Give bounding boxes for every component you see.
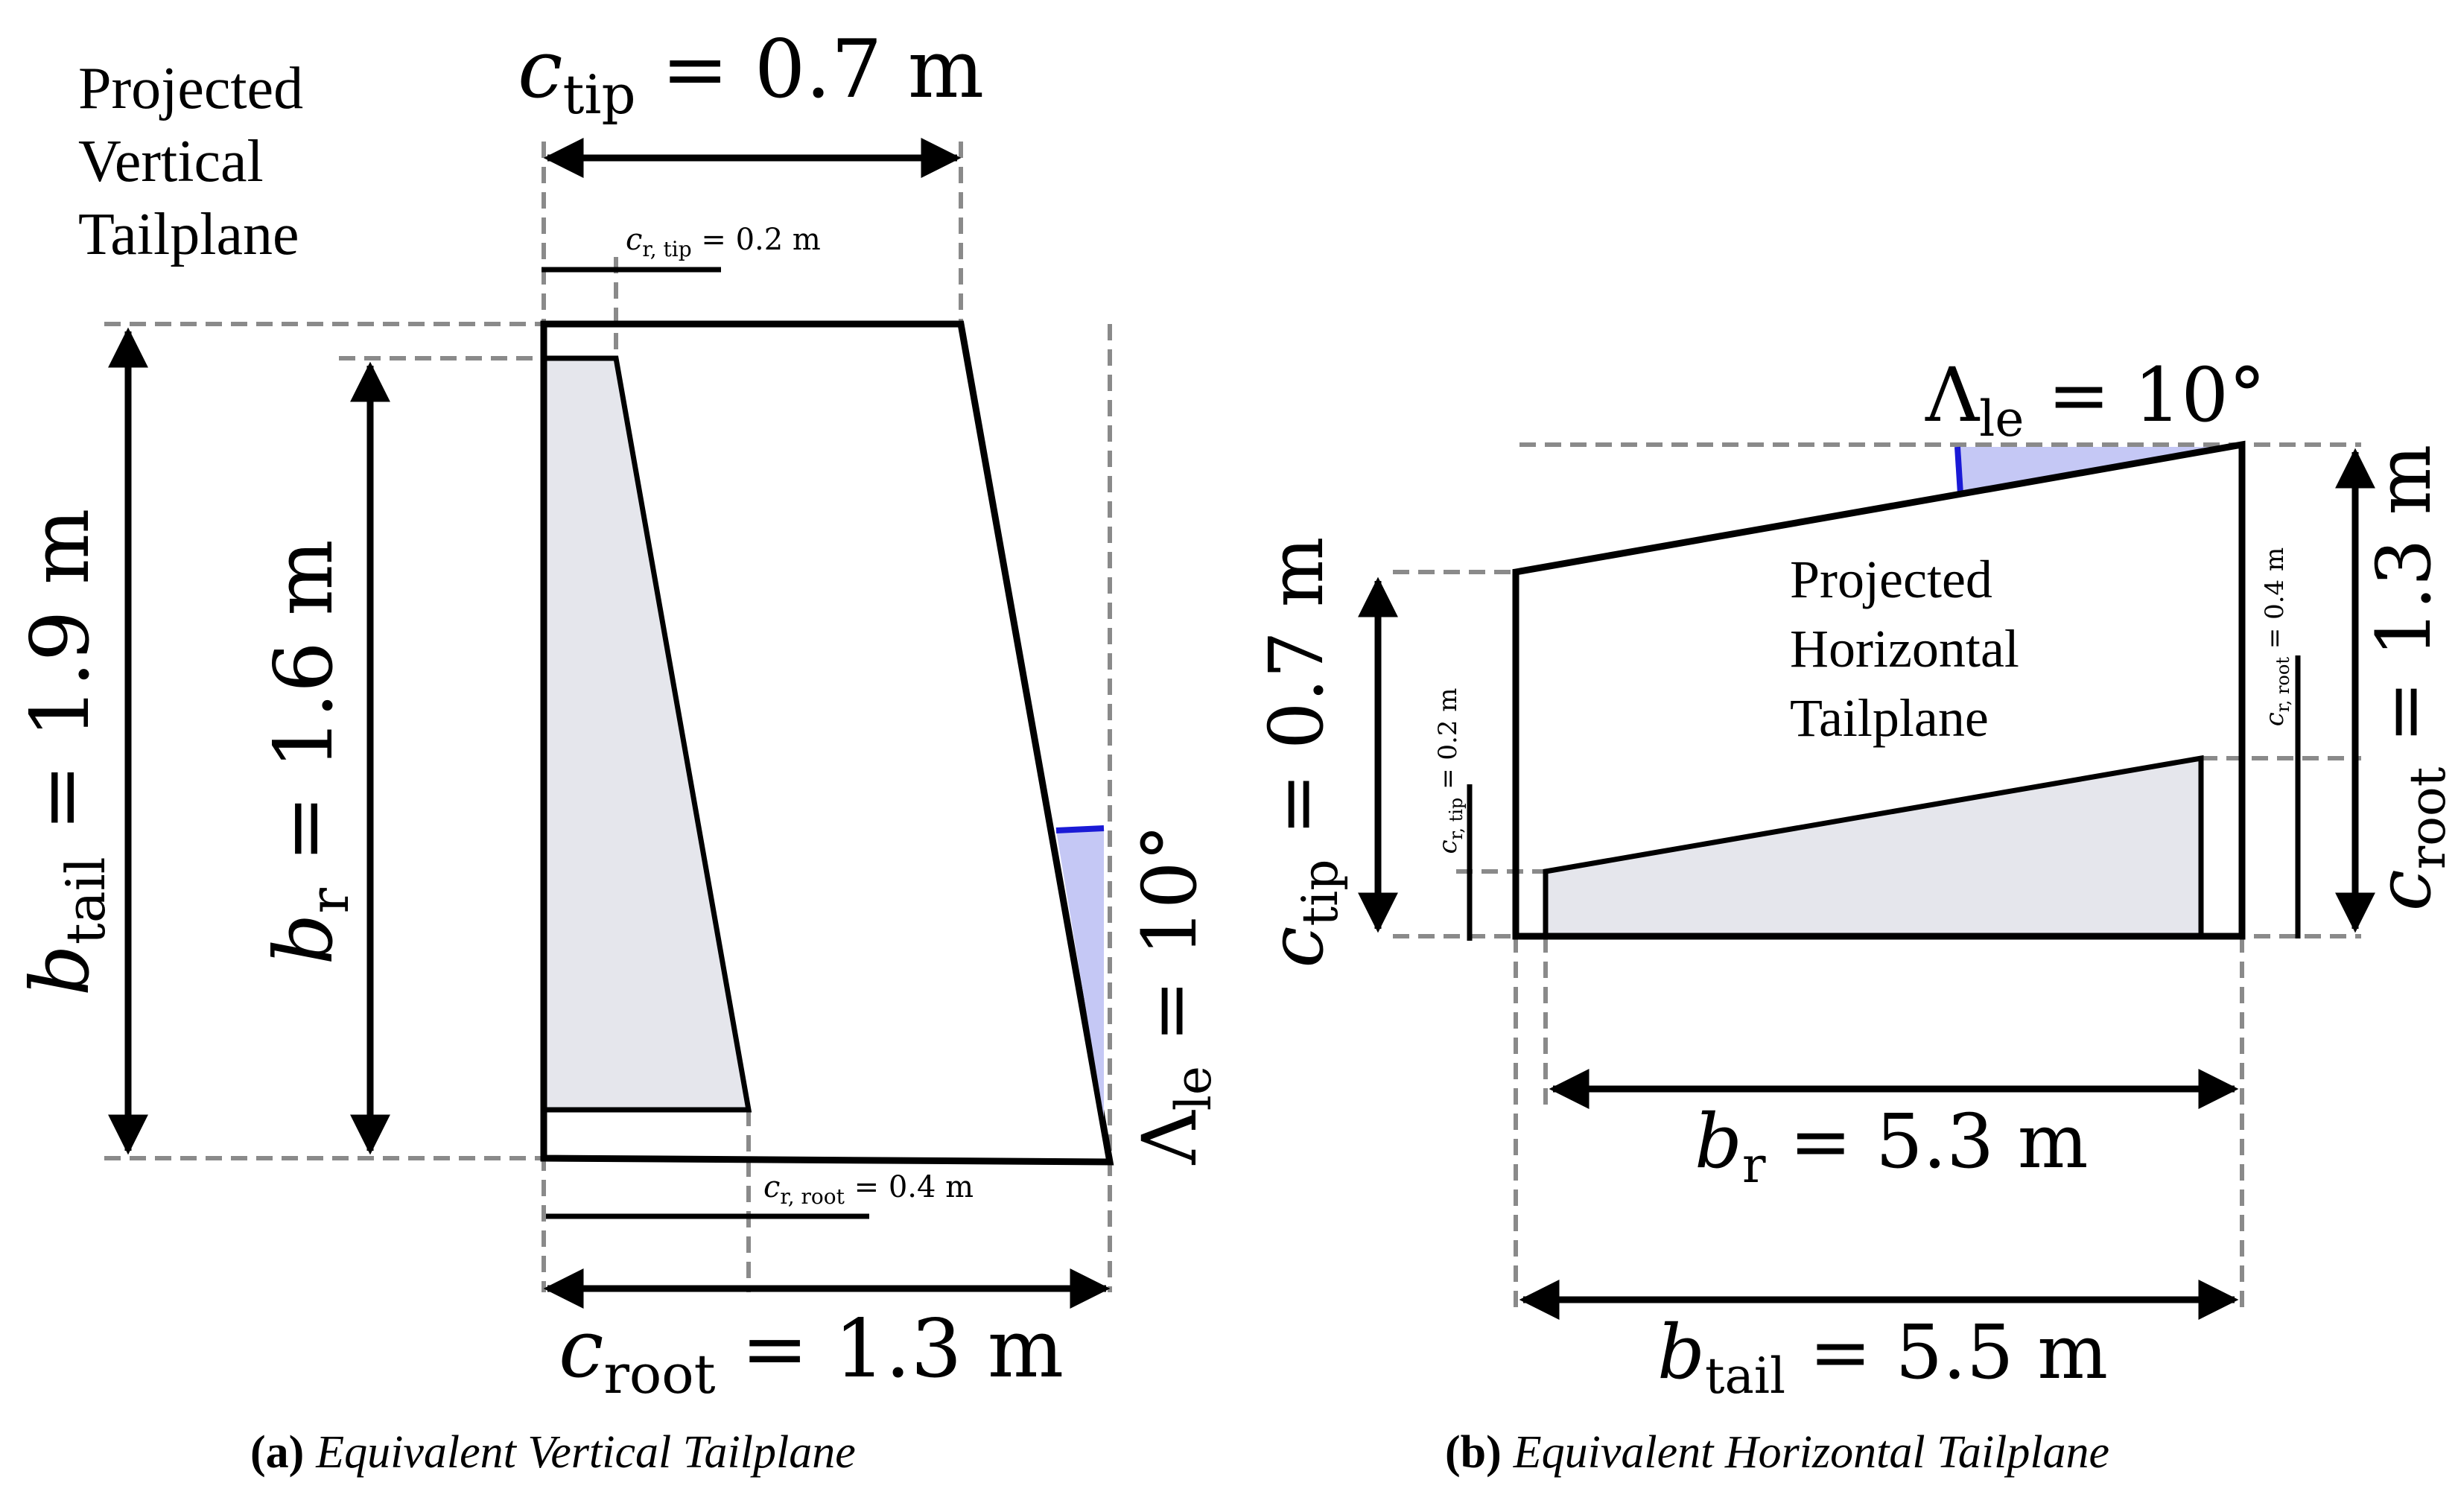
horizontal-tailplane-panel: Λle = 10° Projected Horizontal Tailplane… [1253, 352, 2457, 1478]
rudder-area [541, 355, 752, 1113]
cr-tip-label: cr, tip = 0.2 m [626, 223, 821, 261]
caption-b: (b) Equivalent Horizontal Tailplane [1445, 1427, 2109, 1478]
b-tail-label: btail = 1.9 m [14, 509, 117, 997]
c-root-label: croot = 1.3 m [559, 1303, 1064, 1405]
c-root-label-h: croot = 1.3 m [2360, 445, 2457, 912]
vertical-tail-outline [540, 320, 1114, 1166]
lambda-le-label: Λle = 10° [1126, 825, 1222, 1166]
sweep-angle-wedge [1056, 828, 1104, 1117]
elevator-area [1543, 755, 2204, 939]
horizontal-title: Projected Horizontal Tailplane [1790, 550, 2033, 748]
c-tip-label: ctip = 0.7 m [518, 23, 984, 126]
lambda-le-label-h: Λle = 10° [1925, 352, 2266, 448]
b-r-label: br = 1.6 m [258, 539, 361, 965]
sweep-angle-tick-h [1954, 446, 1963, 495]
sweep-angle-tick [1055, 825, 1105, 833]
cr-root-label-h: cr, root = 0.4 m [2260, 547, 2293, 726]
vertical-title: Projected Vertical Tailplane [78, 56, 318, 267]
cr-tip-label-h: cr, tip = 0.2 m [1433, 687, 1467, 854]
b-r-label-h: br = 5.3 m [1695, 1098, 2089, 1194]
c-tip-label-h: ctip = 0.7 m [1253, 537, 1349, 968]
vertical-tailplane-panel: Projected Vertical Tailplane ctip = 0.7 … [14, 23, 1222, 1478]
b-tail-label-h: btail = 5.5 m [1657, 1309, 2108, 1405]
cr-root-label: cr, root = 0.4 m [763, 1170, 974, 1209]
caption-a: (a) Equivalent Vertical Tailplane [250, 1427, 856, 1478]
horizontal-tail-outline [1512, 440, 2246, 940]
